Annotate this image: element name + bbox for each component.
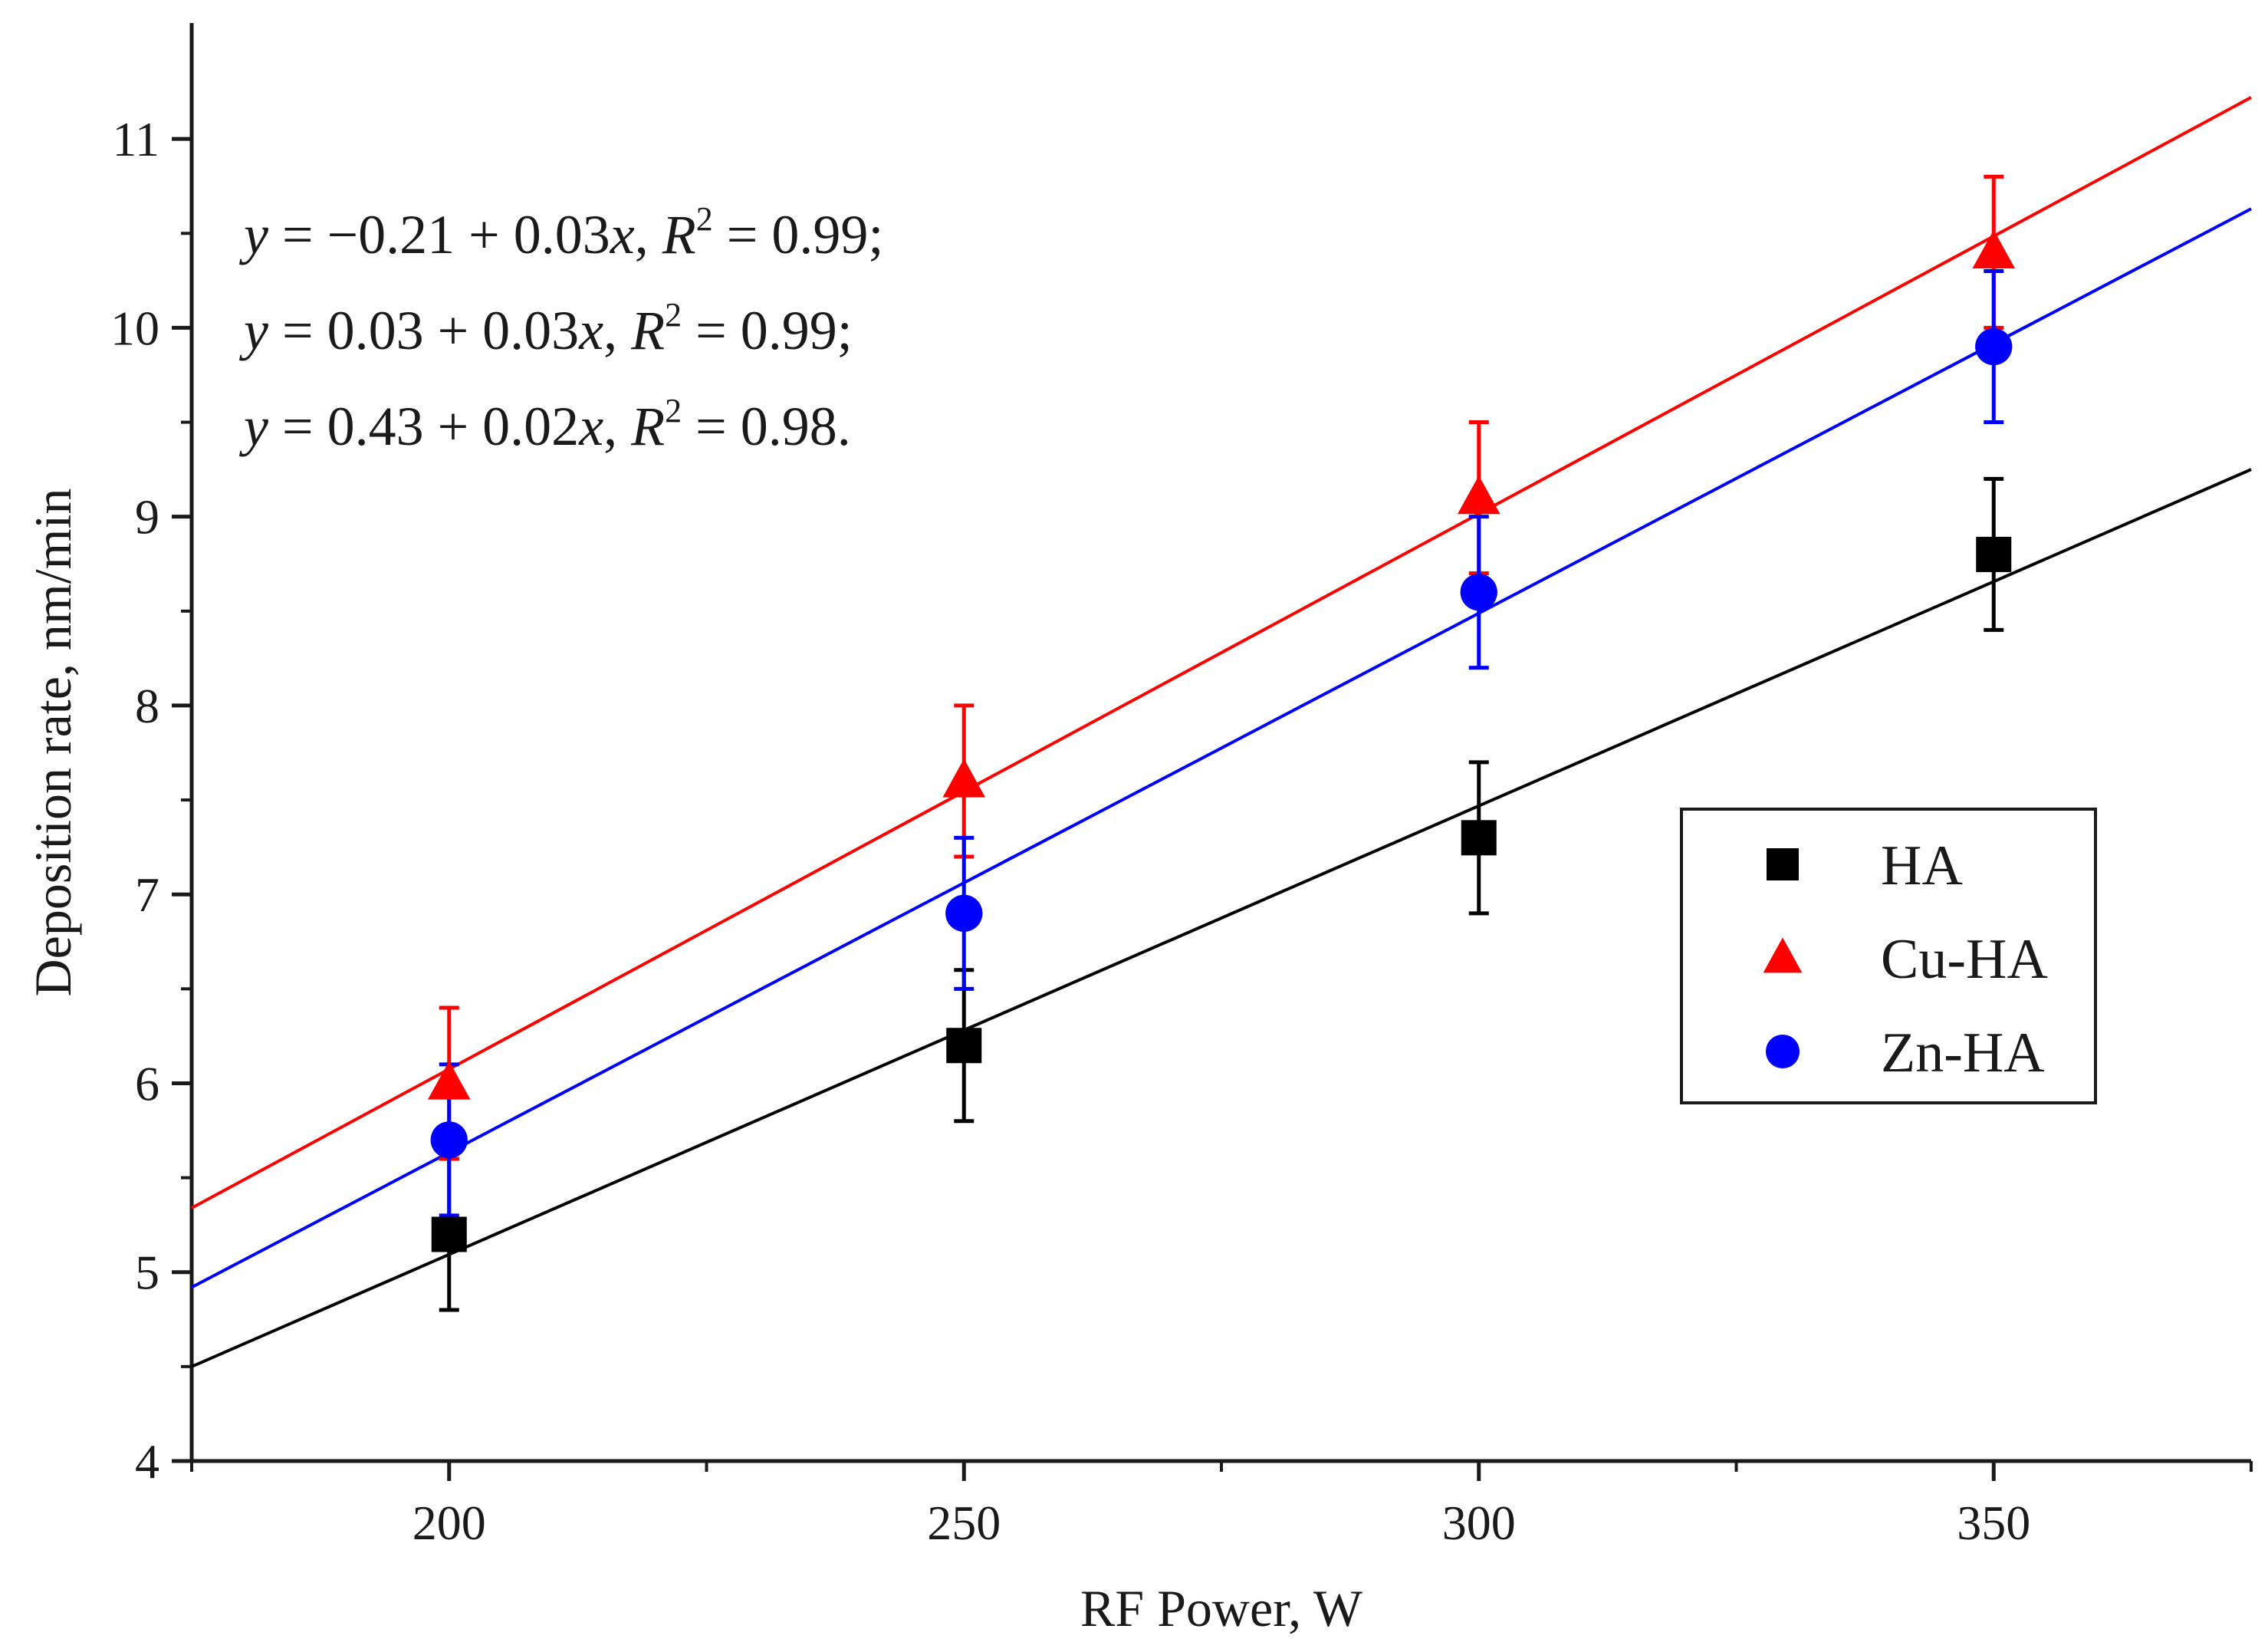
y-tick-label: 11 — [112, 112, 159, 166]
legend-marker-ha — [1767, 848, 1799, 880]
data-point-zn-ha — [1975, 327, 2013, 366]
x-tick-label: 200 — [413, 1496, 486, 1550]
y-tick-label: 5 — [135, 1246, 159, 1300]
data-point-cu-ha — [942, 759, 986, 798]
regression-equation: y = −0.21 + 0.03x, R2 = 0.99; — [238, 200, 883, 265]
markers — [427, 229, 2016, 1252]
legend-label-zn-ha: Zn-HA — [1881, 1022, 2045, 1084]
x-tick-label: 250 — [927, 1496, 1001, 1550]
regression-equation: y = 0.43 + 0.02x, R2 = 0.98. — [238, 392, 851, 457]
x-axis-title: RF Power, W — [1080, 1579, 1363, 1637]
legend-label-ha: HA — [1881, 834, 1963, 897]
y-tick-label: 6 — [135, 1056, 159, 1111]
fit-line-cu-ha — [191, 96, 2252, 1209]
data-point-zn-ha — [945, 894, 983, 932]
data-point-ha — [1461, 820, 1497, 856]
data-point-cu-ha — [427, 1061, 471, 1100]
data-point-ha — [946, 1028, 982, 1064]
x-tick-label: 350 — [1957, 1496, 2030, 1550]
y-tick-label: 7 — [135, 867, 159, 922]
legend-label-cu-ha: Cu-HA — [1881, 928, 2048, 991]
data-point-ha — [431, 1216, 467, 1252]
fit-lines — [191, 96, 2252, 1368]
y-tick-label: 4 — [135, 1434, 159, 1489]
data-point-zn-ha — [1460, 574, 1497, 611]
data-point-ha — [1976, 536, 2012, 572]
legend-box — [1680, 808, 2097, 1104]
y-axis-title: Deposition rate, nm/min — [24, 489, 82, 997]
data-point-cu-ha — [1972, 229, 2016, 269]
y-tick-label: 8 — [135, 679, 159, 733]
fit-line-zn-ha — [191, 207, 2252, 1289]
data-point-cu-ha — [1457, 475, 1500, 515]
legend: HA Cu-HA Zn-HA — [1680, 808, 2097, 1104]
equations: y = −0.21 + 0.03x, R2 = 0.99; y = 0.03 + … — [238, 200, 883, 457]
legend-marker-zn-ha — [1765, 1034, 1800, 1069]
fit-line-ha — [191, 468, 2252, 1368]
y-ticks: 4 5 6 7 8 9 10 11 — [110, 112, 192, 1489]
legend-marker-cu-ha — [1763, 937, 1803, 973]
data-point-zn-ha — [430, 1121, 468, 1159]
x-ticks: 200 250 300 350 — [190, 1461, 2253, 1550]
x-tick-label: 300 — [1442, 1496, 1516, 1550]
y-tick-label: 9 — [135, 490, 159, 545]
regression-equation: y = 0.03 + 0.03x, R2 = 0.99; — [238, 296, 853, 361]
error-bars — [439, 174, 2004, 1312]
y-tick-label: 10 — [110, 301, 159, 355]
